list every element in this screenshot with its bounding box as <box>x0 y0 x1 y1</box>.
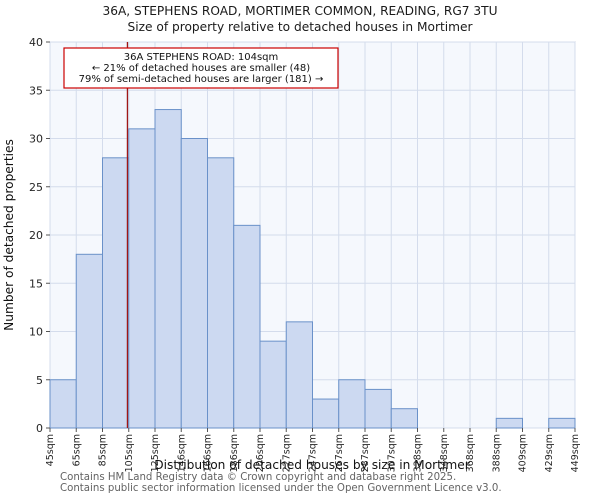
annotation-line3: 79% of semi-detached houses are larger (… <box>79 74 324 85</box>
x-tick-label: 227sqm <box>281 434 292 472</box>
y-tick-label: 20 <box>29 229 43 242</box>
x-tick-label: 125sqm <box>150 434 161 472</box>
histogram-bar <box>338 379 366 429</box>
histogram-bar <box>285 321 313 429</box>
x-tick-label: 348sqm <box>439 434 450 472</box>
y-tick-label: 35 <box>29 84 43 97</box>
x-tick-label: 409sqm <box>518 434 529 472</box>
x-tick-label: 388sqm <box>491 434 502 472</box>
footer-line2: Contains public sector information licen… <box>60 483 502 494</box>
x-tick-label: 267sqm <box>334 434 345 472</box>
x-tick-label: 368sqm <box>465 434 476 472</box>
y-tick-label: 0 <box>36 422 43 435</box>
x-tick-label: 206sqm <box>255 434 266 472</box>
x-tick-label: 449sqm <box>570 434 581 472</box>
x-tick-label: 105sqm <box>124 434 135 472</box>
footer-line1: Contains HM Land Registry data © Crown c… <box>60 472 456 483</box>
y-axis-label: Number of detached properties <box>2 139 16 331</box>
y-tick-label: 15 <box>29 277 43 290</box>
y-tick-label: 5 <box>36 374 43 387</box>
x-tick-label: 287sqm <box>360 434 371 472</box>
histogram-bar <box>548 417 576 429</box>
histogram-bar <box>207 157 235 429</box>
y-tick-label: 30 <box>29 133 43 146</box>
histogram-bar <box>49 379 77 429</box>
histogram-bars <box>49 109 576 429</box>
x-tick-label: 65sqm <box>71 434 82 466</box>
x-axis-label: Distribution of detached houses by size … <box>154 458 470 472</box>
x-tick-label: 307sqm <box>386 434 397 472</box>
x-tick-label: 429sqm <box>544 434 555 472</box>
x-tick-label: 186sqm <box>229 434 240 472</box>
histogram-bar <box>312 398 340 429</box>
histogram-bar <box>364 388 392 429</box>
x-tick-label: 85sqm <box>98 434 109 466</box>
histogram-bar <box>259 340 287 429</box>
histogram-bar <box>495 417 523 429</box>
histogram-bar <box>75 253 103 429</box>
x-tick-label: 146sqm <box>176 434 187 472</box>
histogram-bar <box>390 408 418 429</box>
y-tick-label: 10 <box>29 326 43 339</box>
axis-ticks: 0 5 10 15 20 25 30 35 40 45sqm 65sqm 85sqm 105sqm 125… <box>29 36 581 472</box>
x-tick-label: 247sqm <box>308 434 319 472</box>
chart-title: 36A, STEPHENS ROAD, MORTIMER COMMON, REA… <box>102 4 497 18</box>
x-tick-label: 45sqm <box>45 434 56 466</box>
x-tick-label: 328sqm <box>413 434 424 472</box>
histogram-bar <box>233 224 261 429</box>
marker-annotation-box <box>63 47 339 89</box>
histogram-bar <box>154 109 182 429</box>
annotation-line2: ← 21% of detached houses are smaller (48… <box>92 63 310 74</box>
y-tick-label: 40 <box>29 36 43 49</box>
x-tick-label: 166sqm <box>203 434 214 472</box>
histogram-bar <box>102 157 130 429</box>
histogram-bar <box>128 128 156 429</box>
annotation-line1: 36A STEPHENS ROAD: 104sqm <box>124 52 279 63</box>
y-tick-label: 25 <box>29 181 43 194</box>
histogram-bar <box>180 138 208 429</box>
chart-subtitle: Size of property relative to detached ho… <box>127 20 473 34</box>
